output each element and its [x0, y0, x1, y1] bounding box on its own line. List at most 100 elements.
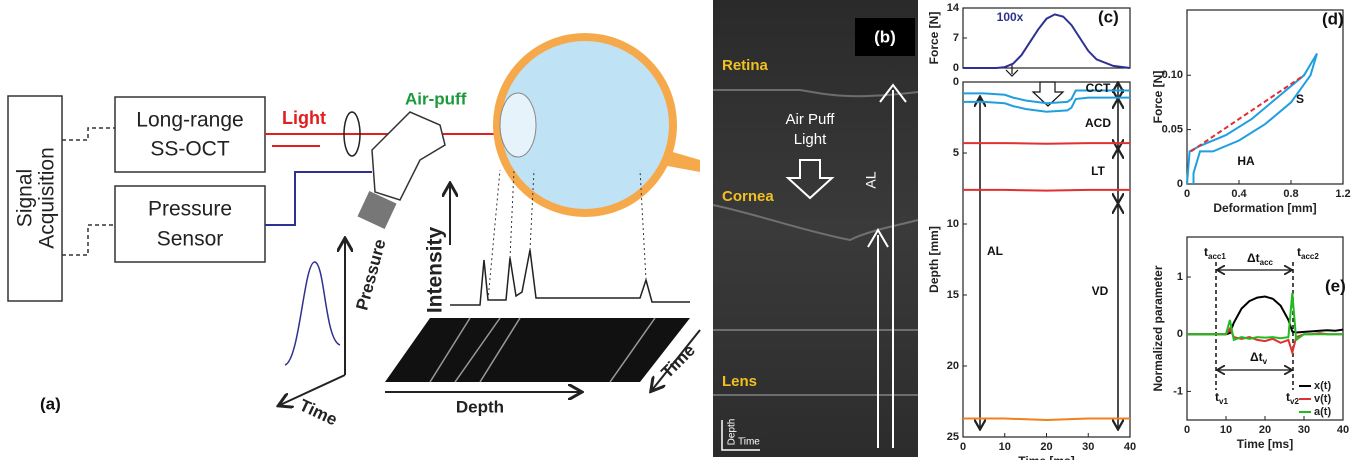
panel-label: (e) [1325, 276, 1346, 295]
y-tick-label: -1 [1173, 385, 1183, 397]
annotation: tv1 [1215, 390, 1228, 406]
optic-nerve [662, 150, 700, 172]
x-tick-label: 20 [1040, 441, 1052, 453]
cornea-label: Cornea [722, 188, 774, 205]
x-tick-label: 10 [999, 441, 1011, 453]
y-axis-label: Depth [mm] [927, 226, 941, 293]
annotation-text: HA [1237, 154, 1255, 168]
y-tick-label: 0.05 [1162, 124, 1183, 136]
panel-label: (d) [1322, 9, 1344, 28]
legend-label: v(t) [1314, 393, 1331, 405]
oct-text: SS-OCT [150, 138, 230, 161]
panel-label: (a) [40, 394, 61, 413]
annotation-sub: v2 [1290, 397, 1299, 406]
series-line [1187, 297, 1343, 335]
depth-label: Depth [456, 397, 504, 416]
figure: Signal Acquisition Long-range SS-OCT Pre… [0, 0, 1360, 460]
panel-label: (c) [1098, 7, 1119, 26]
x-tick-label: 30 [1298, 424, 1310, 436]
connector [62, 128, 115, 255]
annotation-sub: v [1263, 357, 1268, 366]
annotation: tv2 [1286, 390, 1299, 406]
air-label: Air Puff [786, 111, 836, 128]
y-tick-label: 5 [953, 147, 959, 159]
sensor-text: Sensor [157, 228, 224, 251]
y-tick-label: 10 [947, 218, 959, 230]
air-label: Light [794, 131, 827, 148]
x-tick-label: 0 [960, 441, 966, 453]
y-axis-label: Force [N] [927, 12, 941, 65]
signal-text: Signal [14, 169, 37, 227]
annotation: AL [987, 244, 1003, 258]
x-tick-label: 1.2 [1335, 188, 1350, 200]
annotation-text: 100x [997, 10, 1024, 24]
annotation: S [1296, 92, 1304, 106]
x-tick-label: 40 [1124, 441, 1136, 453]
annotation-sub: v1 [1219, 397, 1228, 406]
y-tick-label: 0 [953, 76, 959, 88]
x-tick-label: 10 [1220, 424, 1232, 436]
y-tick-label: 0 [1177, 178, 1183, 190]
x-axis-label: Deformation [mm] [1213, 201, 1316, 215]
x-axis-label: Time [ms] [1018, 454, 1074, 460]
x-tick-label: 40 [1337, 424, 1349, 436]
pressure-label: Pressure [352, 237, 389, 312]
b-scan [385, 318, 690, 382]
y-tick-label: 14 [947, 2, 960, 14]
eye-lens [500, 93, 536, 157]
time-label: Time [296, 395, 340, 429]
series-line [963, 190, 1130, 191]
y-tick-label: 15 [947, 289, 959, 301]
annotation: Δtv [1250, 350, 1268, 366]
air-puff-label: Air-puff [405, 89, 467, 108]
intensity-label: Intensity [424, 227, 447, 314]
series-line [1187, 329, 1343, 353]
annotation: tacc1 [1204, 245, 1226, 261]
annotation-sub: acc2 [1301, 252, 1319, 261]
y-tick-label: 7 [953, 32, 959, 44]
plot-frame [963, 82, 1130, 437]
annotation-text: Δt [1247, 251, 1260, 265]
annotation-text: S [1296, 92, 1304, 106]
x-tick-label: 0.8 [1283, 188, 1298, 200]
panel-a: Signal Acquisition Long-range SS-OCT Pre… [8, 33, 700, 429]
light-label: Light [282, 108, 326, 128]
annotation-text: ACD [1085, 116, 1111, 130]
signal-text: Acquisition [36, 147, 59, 249]
y-axis-label: Force [N] [1151, 71, 1165, 124]
annotation-text: AL [987, 244, 1003, 258]
x-tick-label: 20 [1259, 424, 1271, 436]
annotation-text: Δt [1250, 350, 1263, 364]
retina-label: Retina [722, 57, 769, 74]
y-tick-label: 0 [1177, 328, 1183, 340]
series-line [1194, 54, 1318, 185]
x-axis-label: Time [ms] [1237, 437, 1293, 451]
series-line [963, 143, 1130, 144]
y-tick-label: 25 [947, 431, 959, 443]
x-tick-label: 0 [1184, 188, 1190, 200]
annotation: 100x [997, 10, 1024, 24]
x-tick-label: 0 [1184, 424, 1190, 436]
annotation: tacc2 [1297, 245, 1319, 261]
annotation: Δtacc [1247, 251, 1274, 267]
pressure-line [265, 172, 372, 225]
a-scan [450, 250, 690, 305]
annotation: ACD [1085, 116, 1111, 130]
al-label: AL [863, 171, 879, 188]
annotation: CCT [1086, 81, 1111, 95]
pressure-curve [285, 262, 340, 365]
annotation-text: LT [1091, 164, 1105, 178]
legend-label: x(t) [1314, 380, 1331, 392]
oct-text: Long-range [136, 109, 243, 132]
annotation-sub: acc [1260, 258, 1274, 267]
plot-frame [1187, 10, 1343, 184]
x-tick-label: 0.4 [1231, 188, 1247, 200]
y-axis-label: Normalized parameter [1151, 265, 1165, 391]
lens-label: Lens [722, 373, 757, 390]
depth-label: Depth [727, 419, 738, 446]
annotation: VD [1092, 284, 1109, 298]
y-tick-label: 20 [947, 360, 959, 372]
panel-b: (b) Retina Cornea Lens Air Puff Light AL… [713, 0, 918, 457]
legend-label: a(t) [1314, 406, 1331, 418]
probe [372, 112, 445, 200]
